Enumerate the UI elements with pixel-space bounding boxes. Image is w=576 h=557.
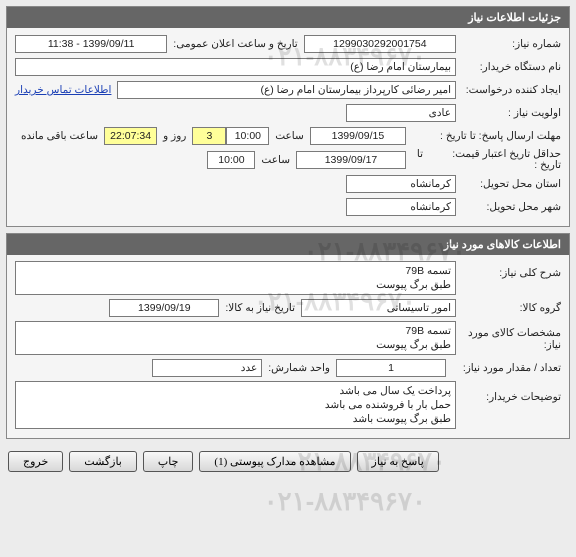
time-remaining-field: 22:07:34: [104, 127, 157, 145]
qty-label: تعداد / مقدار مورد نیاز:: [446, 362, 561, 374]
unit-label: واحد شمارش:: [262, 362, 336, 374]
days-label: روز و: [157, 130, 192, 142]
need-date-label: تاریخ نیاز به کالا:: [219, 302, 301, 314]
need-details-title: جزئیات اطلاعات نیاز: [7, 7, 569, 28]
need-date-field: 1399/09/19: [109, 299, 219, 317]
request-no-field: 1299030292001754: [304, 35, 456, 53]
delivery-city-field: کرمانشاه: [346, 198, 456, 216]
back-button[interactable]: بازگشت: [69, 451, 137, 472]
days-remaining-field: 3: [192, 127, 226, 145]
buyer-contact-link[interactable]: اطلاعات تماس خریدار: [15, 84, 117, 96]
validity-label: حداقل تاریخ اعتبار قیمت: تا تاریخ :: [406, 149, 561, 171]
priority-label: اولویت نیاز :: [456, 107, 561, 119]
attachments-button[interactable]: مشاهده مدارک پیوستی (1): [199, 451, 350, 472]
remain-label: ساعت باقی مانده: [15, 130, 104, 142]
desc-field: تسمه 79B طبق برگ پیوست: [15, 261, 456, 295]
priority-field: عادی: [346, 104, 456, 122]
announce-field: 1399/09/11 - 11:38: [15, 35, 167, 53]
spec-label: مشخصات کالای مورد نیاز:: [456, 321, 561, 351]
notes-label: توضیحات خریدار:: [456, 381, 561, 403]
delivery-city-label: شهر محل تحویل:: [456, 201, 561, 213]
watermark: ۰۲۱-۸۸۳۴۹۶۷۰: [264, 486, 426, 517]
buyer-field: بیمارستان امام رضا (ع): [15, 58, 456, 76]
notes-field: پرداخت یک سال می باشد حمل بار با فروشنده…: [15, 381, 456, 429]
validity-time-label: ساعت: [255, 154, 296, 166]
group-field: امور تاسیساتی: [301, 299, 456, 317]
creator-field: امیر رضائی کارپرداز بیمارستان امام رضا (…: [117, 81, 456, 99]
delivery-province-field: کرمانشاه: [346, 175, 456, 193]
creator-label: ایجاد کننده درخواست:: [456, 84, 561, 96]
print-button[interactable]: چاپ: [143, 451, 194, 472]
desc-label: شرح کلی نیاز:: [456, 261, 561, 279]
reply-button[interactable]: پاسخ به نیاز: [357, 451, 439, 472]
need-details-panel: جزئیات اطلاعات نیاز شماره نیاز: 12990302…: [6, 6, 570, 227]
goods-info-title: اطلاعات کالاهای مورد نیاز: [7, 234, 569, 255]
request-no-label: شماره نیاز:: [456, 38, 561, 50]
validity-time-field: 10:00: [207, 151, 255, 169]
goods-info-panel: اطلاعات کالاهای مورد نیاز شرح کلی نیاز: …: [6, 233, 570, 439]
reply-date-field: 1399/09/15: [310, 127, 406, 145]
unit-field: عدد: [152, 359, 262, 377]
announce-label: تاریخ و ساعت اعلان عمومی:: [167, 38, 303, 50]
spec-field: تسمه 79B طبق برگ پیوست: [15, 321, 456, 355]
exit-button[interactable]: خروج: [8, 451, 63, 472]
footer-actions: خروج بازگشت چاپ مشاهده مدارک پیوستی (1) …: [0, 445, 576, 482]
buyer-label: نام دستگاه خریدار:: [456, 61, 561, 73]
delivery-province-label: استان محل تحویل:: [456, 178, 561, 190]
reply-deadline-label: مهلت ارسال پاسخ: تا تاریخ :: [406, 130, 561, 142]
group-label: گروه کالا:: [456, 302, 561, 314]
reply-time-field: 10:00: [226, 127, 269, 145]
validity-date-field: 1399/09/17: [296, 151, 406, 169]
qty-field: 1: [336, 359, 446, 377]
time-label: ساعت: [269, 130, 310, 142]
